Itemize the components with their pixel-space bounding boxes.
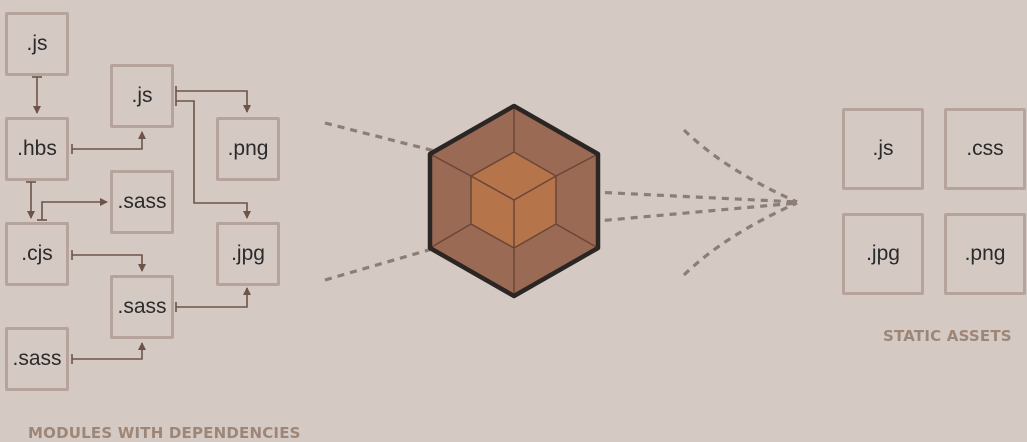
module-label: .sass [117,190,167,213]
module-cjs: .cjs [5,222,69,286]
asset-label: .jpg [866,242,900,265]
arrow-curve-top [682,128,798,204]
module-label: .sass [12,347,62,370]
module-label: .cjs [21,242,53,265]
arrow-curve-bottom [682,201,798,277]
module-sass-upper: .sass [110,170,174,234]
arrow-js-to-png [176,90,251,113]
module-label: .js [131,84,153,107]
module-label: .js [26,32,48,55]
module-hbs: .hbs [5,117,69,181]
asset-js: .js [842,108,924,190]
arrow-hbs-to-js [72,131,146,150]
module-label: .sass [117,295,167,318]
asset-jpg: .jpg [842,213,924,295]
asset-label: .css [966,137,1004,160]
asset-label: .js [872,137,894,160]
arrow-js-to-jpg [176,100,251,219]
webpack-cube-icon [427,103,601,299]
module-label: .jpg [231,242,265,265]
dependency-arrows [26,76,251,364]
asset-css: .css [944,108,1026,190]
arrow-sass-to-sass [72,342,146,360]
asset-label: .png [964,242,1006,265]
arrow-cjs-to-sass-mid [72,254,146,272]
module-sass-bottom: .sass [5,327,69,391]
modules-section-label: MODULES WITH DEPENDENCIES [28,424,301,442]
module-js-mid: .js [110,64,174,128]
module-sass-middle: .sass [110,275,174,339]
assets-section-label: STATIC ASSETS [883,327,1012,345]
arrow-cjs-to-sass [41,198,108,220]
asset-png: .png [944,213,1026,295]
arrow-sass-to-jpg [176,287,251,308]
module-label: .png [227,137,269,160]
module-jpg: .jpg [216,222,280,286]
module-js-top: .js [5,12,69,76]
module-png: .png [216,117,280,181]
module-label: .hbs [17,137,57,160]
